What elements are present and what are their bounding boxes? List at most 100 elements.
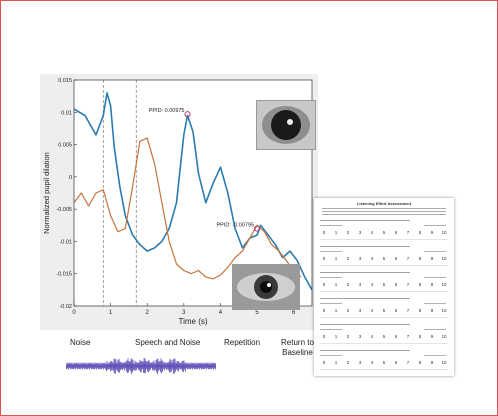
scale-num-3-4: 4	[371, 308, 374, 313]
scale-num-3-6: 6	[395, 308, 398, 313]
question-text-5	[320, 350, 410, 351]
audio-waveform	[66, 358, 216, 375]
y-tick-label-6: 0.01	[61, 110, 72, 116]
anchor-high-5	[424, 355, 446, 356]
scale-num-1-2: 2	[347, 256, 350, 261]
scale-num-5-2: 2	[347, 360, 350, 365]
scale-num-4-9: 9	[431, 334, 434, 339]
scale-num-4-0: 0	[323, 334, 326, 339]
phase-label-repetition: Repetition	[224, 338, 261, 347]
scale-num-4-4: 4	[371, 334, 374, 339]
anchor-high-1	[424, 251, 446, 252]
question-text-4	[320, 324, 410, 325]
x-tick-label-5: 5	[255, 310, 259, 316]
series-line-0	[73, 92, 313, 291]
y-axis-label: Normalized pupil dilation	[42, 152, 51, 234]
scale-num-0-10: 10	[441, 230, 447, 235]
scale-num-5-7: 7	[407, 360, 410, 365]
anchor-low-0	[320, 225, 342, 226]
scale-num-5-4: 4	[371, 360, 374, 365]
anchor-low-3	[320, 303, 342, 304]
scale-num-5-8: 8	[419, 360, 422, 365]
scale-num-0-2: 2	[347, 230, 350, 235]
scale-num-4-10: 10	[441, 334, 447, 339]
x-tick-label-0: 0	[72, 310, 76, 316]
anchor-high-0	[424, 225, 446, 226]
scale-num-0-7: 7	[407, 230, 410, 235]
scale-num-1-5: 5	[383, 256, 386, 261]
scale-num-0-9: 9	[431, 230, 434, 235]
scale-num-0-5: 5	[383, 230, 386, 235]
anchor-low-2	[320, 277, 342, 278]
phase-label-return-line1: Return to	[281, 338, 314, 347]
scale-num-5-3: 3	[359, 360, 362, 365]
scale-num-1-10: 10	[441, 256, 447, 261]
scale-num-4-8: 8	[419, 334, 422, 339]
scale-num-2-1: 1	[335, 282, 338, 287]
scale-num-2-5: 5	[383, 282, 386, 287]
anchor-high-3	[424, 303, 446, 304]
scale-num-2-4: 4	[371, 282, 374, 287]
scale-num-3-1: 1	[335, 308, 338, 313]
phase-label-return-to-baseline: Return to Baseline	[281, 338, 314, 358]
y-tick-label-0: -0.02	[59, 304, 72, 310]
scale-num-3-5: 5	[383, 308, 386, 313]
peak-label-1: PPID: -0.00795	[216, 223, 254, 229]
scale-num-4-6: 6	[395, 334, 398, 339]
series-line-1	[73, 137, 302, 280]
scale-num-5-0: 0	[323, 360, 326, 365]
questionnaire-form: 0 1 2 3 4 5 6 7 8 9 10 0 1 2 3 4 5 6 7 8 9 10 0 1 2 3 4 5 6 7 8 9 10 0 1 2 3…	[320, 208, 448, 370]
y-tick-label-1: -0.015	[56, 272, 72, 278]
scale-num-2-0: 0	[323, 282, 326, 287]
peak-label-0: PPID: 0.00975	[149, 108, 185, 114]
waveform-trace	[66, 358, 216, 375]
x-tick-label-2: 2	[146, 310, 150, 316]
scale-num-3-8: 8	[419, 308, 422, 313]
scale-num-1-1: 1	[335, 256, 338, 261]
scale-num-1-7: 7	[407, 256, 410, 261]
scale-num-3-2: 2	[347, 308, 350, 313]
anchor-high-4	[424, 329, 446, 330]
scale-num-3-9: 9	[431, 308, 434, 313]
scale-num-0-0: 0	[323, 230, 326, 235]
phase-label-return-line2: Baseline	[282, 348, 313, 357]
scale-num-0-4: 4	[371, 230, 374, 235]
scale-num-0-8: 8	[419, 230, 422, 235]
scale-num-4-1: 1	[335, 334, 338, 339]
scale-num-1-3: 3	[359, 256, 362, 261]
scale-num-1-6: 6	[395, 256, 398, 261]
question-text-2	[320, 272, 410, 273]
x-axis-label: Time (s)	[178, 317, 207, 326]
scale-num-4-7: 7	[407, 334, 410, 339]
scale-num-4-3: 3	[359, 334, 362, 339]
scale-num-3-7: 7	[407, 308, 410, 313]
intro-line-1	[322, 211, 446, 212]
scale-num-0-3: 3	[359, 230, 362, 235]
scale-num-1-4: 4	[371, 256, 374, 261]
scale-num-5-9: 9	[431, 360, 434, 365]
scale-num-2-8: 8	[419, 282, 422, 287]
scale-num-3-3: 3	[359, 308, 362, 313]
x-tick-label-4: 4	[219, 310, 223, 316]
y-tick-label-4: 0	[69, 175, 72, 181]
questionnaire-title: Listening Effort Assessment	[356, 201, 412, 206]
peak-marker-1	[254, 225, 261, 232]
scale-num-2-3: 3	[359, 282, 362, 287]
x-tick-label-6: 6	[292, 310, 296, 316]
scale-num-5-5: 5	[383, 360, 386, 365]
scale-num-0-1: 1	[335, 230, 338, 235]
x-tick-label-1: 1	[109, 310, 113, 316]
phase-label-speech-and-noise: Speech and Noise	[135, 338, 201, 347]
scale-num-2-10: 10	[441, 282, 447, 287]
scale-num-5-10: 10	[441, 360, 447, 365]
anchor-high-2	[424, 277, 446, 278]
scale-num-2-6: 6	[395, 282, 398, 287]
intro-line-0	[322, 208, 446, 209]
scale-num-4-2: 2	[347, 334, 350, 339]
questionnaire-document: Listening Effort Assessment 0 1 2 3 4 5 6 7 8 9 10…	[314, 198, 454, 376]
y-tick-label-3: -0.005	[56, 207, 72, 213]
pupil-image-dilated	[256, 100, 316, 150]
scale-num-3-10: 10	[441, 308, 447, 313]
question-text-1	[320, 246, 410, 247]
anchor-low-4	[320, 329, 342, 330]
